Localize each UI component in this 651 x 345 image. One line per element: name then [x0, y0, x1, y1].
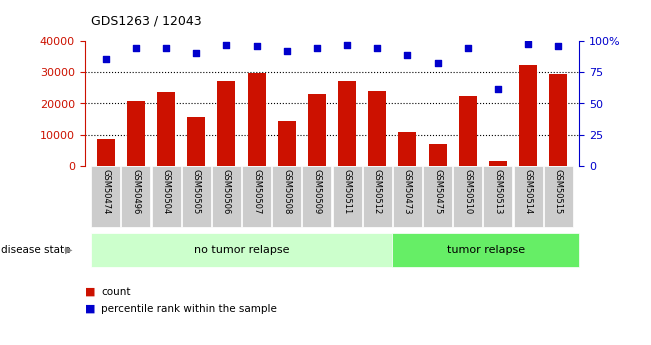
Text: ▶: ▶ [64, 245, 72, 255]
Text: GSM50511: GSM50511 [342, 169, 352, 214]
Text: GSM50474: GSM50474 [102, 169, 110, 214]
Point [463, 45, 473, 50]
Bar [187, 117, 205, 166]
FancyBboxPatch shape [303, 166, 331, 227]
FancyBboxPatch shape [453, 166, 482, 227]
Text: GSM50509: GSM50509 [312, 169, 322, 214]
FancyBboxPatch shape [152, 166, 180, 227]
Bar [278, 120, 296, 166]
Point [523, 41, 533, 47]
Bar [308, 94, 326, 166]
FancyBboxPatch shape [91, 166, 120, 227]
Point [191, 50, 201, 55]
FancyBboxPatch shape [242, 166, 271, 227]
Point [251, 43, 262, 49]
Point [342, 42, 352, 48]
Text: GSM50512: GSM50512 [373, 169, 381, 214]
Text: GSM50514: GSM50514 [523, 169, 533, 214]
Text: GSM50473: GSM50473 [403, 169, 412, 214]
Bar [338, 81, 356, 166]
Bar [428, 145, 447, 166]
Text: GSM50510: GSM50510 [464, 169, 472, 214]
Point [402, 52, 413, 58]
Text: GSM50515: GSM50515 [554, 169, 562, 214]
Text: no tumor relapse: no tumor relapse [194, 245, 289, 255]
Text: disease state: disease state [1, 245, 70, 255]
Bar [519, 65, 537, 166]
FancyBboxPatch shape [484, 166, 512, 227]
Point [100, 56, 111, 61]
Bar [217, 81, 236, 166]
FancyBboxPatch shape [423, 166, 452, 227]
Bar [459, 96, 477, 166]
Point [131, 45, 141, 50]
FancyBboxPatch shape [122, 166, 150, 227]
Text: GDS1263 / 12043: GDS1263 / 12043 [91, 14, 202, 28]
Text: GSM50508: GSM50508 [283, 169, 291, 214]
Bar [127, 101, 145, 166]
Text: ■: ■ [85, 287, 95, 296]
Bar [549, 74, 567, 166]
Point [493, 86, 503, 91]
FancyBboxPatch shape [544, 166, 573, 227]
Text: GSM50496: GSM50496 [132, 169, 141, 214]
Point [372, 45, 383, 50]
Point [161, 45, 171, 50]
Text: count: count [101, 287, 130, 296]
Bar [398, 132, 417, 166]
Bar [97, 139, 115, 166]
Point [553, 43, 564, 49]
FancyBboxPatch shape [212, 166, 241, 227]
Bar [157, 92, 175, 166]
Text: percentile rank within the sample: percentile rank within the sample [101, 304, 277, 314]
Bar [489, 161, 507, 166]
Point [432, 60, 443, 65]
FancyBboxPatch shape [272, 166, 301, 227]
Text: GSM50505: GSM50505 [192, 169, 201, 214]
FancyBboxPatch shape [182, 166, 211, 227]
FancyBboxPatch shape [363, 166, 392, 227]
Text: GSM50507: GSM50507 [252, 169, 261, 214]
FancyBboxPatch shape [393, 166, 422, 227]
Text: GSM50506: GSM50506 [222, 169, 231, 214]
Text: GSM50475: GSM50475 [433, 169, 442, 214]
Text: GSM50513: GSM50513 [493, 169, 503, 214]
Text: tumor relapse: tumor relapse [447, 245, 525, 255]
Point [312, 45, 322, 50]
FancyBboxPatch shape [333, 166, 361, 227]
Point [281, 49, 292, 54]
Bar [368, 91, 386, 166]
Bar [247, 73, 266, 166]
Point [221, 42, 232, 48]
Text: ■: ■ [85, 304, 95, 314]
Text: GSM50504: GSM50504 [161, 169, 171, 214]
FancyBboxPatch shape [514, 166, 542, 227]
